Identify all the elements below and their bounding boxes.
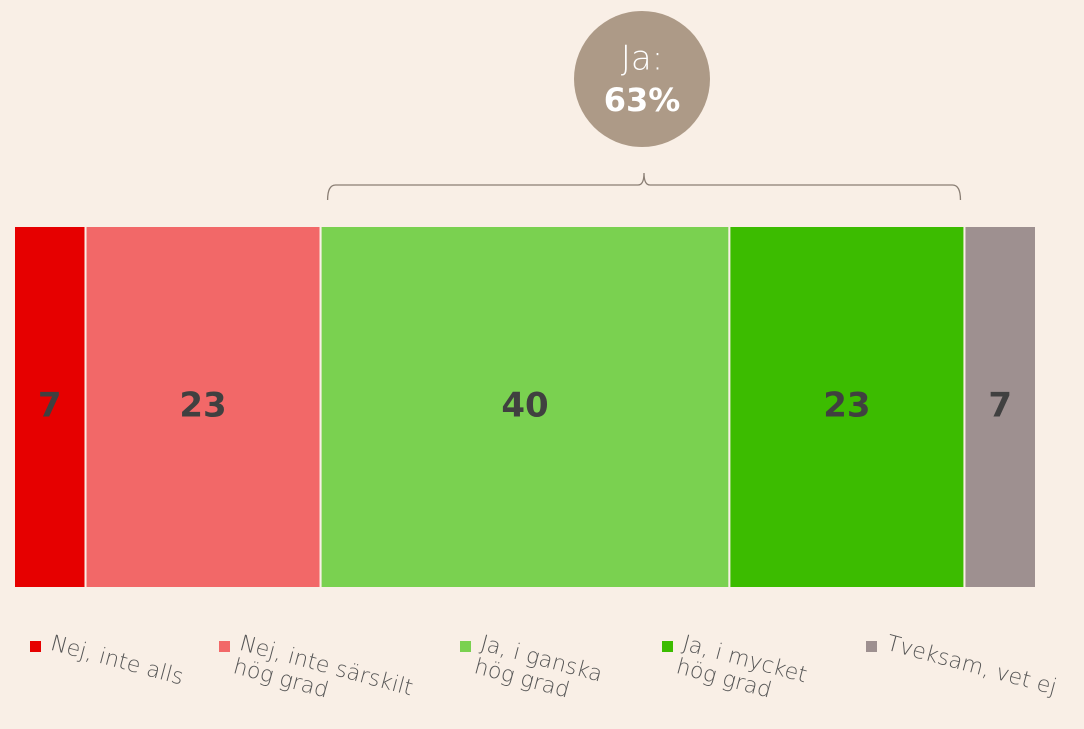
bar-segment	[319, 225, 731, 589]
legend-swatch	[460, 641, 471, 652]
data-label: 23	[823, 386, 870, 426]
data-label: 7	[38, 386, 62, 426]
bar-segment	[728, 225, 966, 589]
annotation-value: 63%	[604, 81, 681, 119]
annotation-title: Ja:	[621, 39, 663, 79]
legend-swatch	[30, 641, 41, 652]
legend-swatch	[219, 641, 230, 652]
brace	[326, 172, 962, 201]
bar-segment	[963, 225, 1038, 589]
data-label: 23	[179, 386, 226, 426]
data-label: 40	[501, 386, 548, 426]
bar-segment	[13, 225, 87, 589]
legend-swatch	[866, 641, 877, 652]
bar-segment	[84, 225, 322, 589]
data-label: 7	[988, 386, 1012, 426]
legend-swatch	[662, 641, 673, 652]
annotation-bubble	[574, 11, 710, 147]
